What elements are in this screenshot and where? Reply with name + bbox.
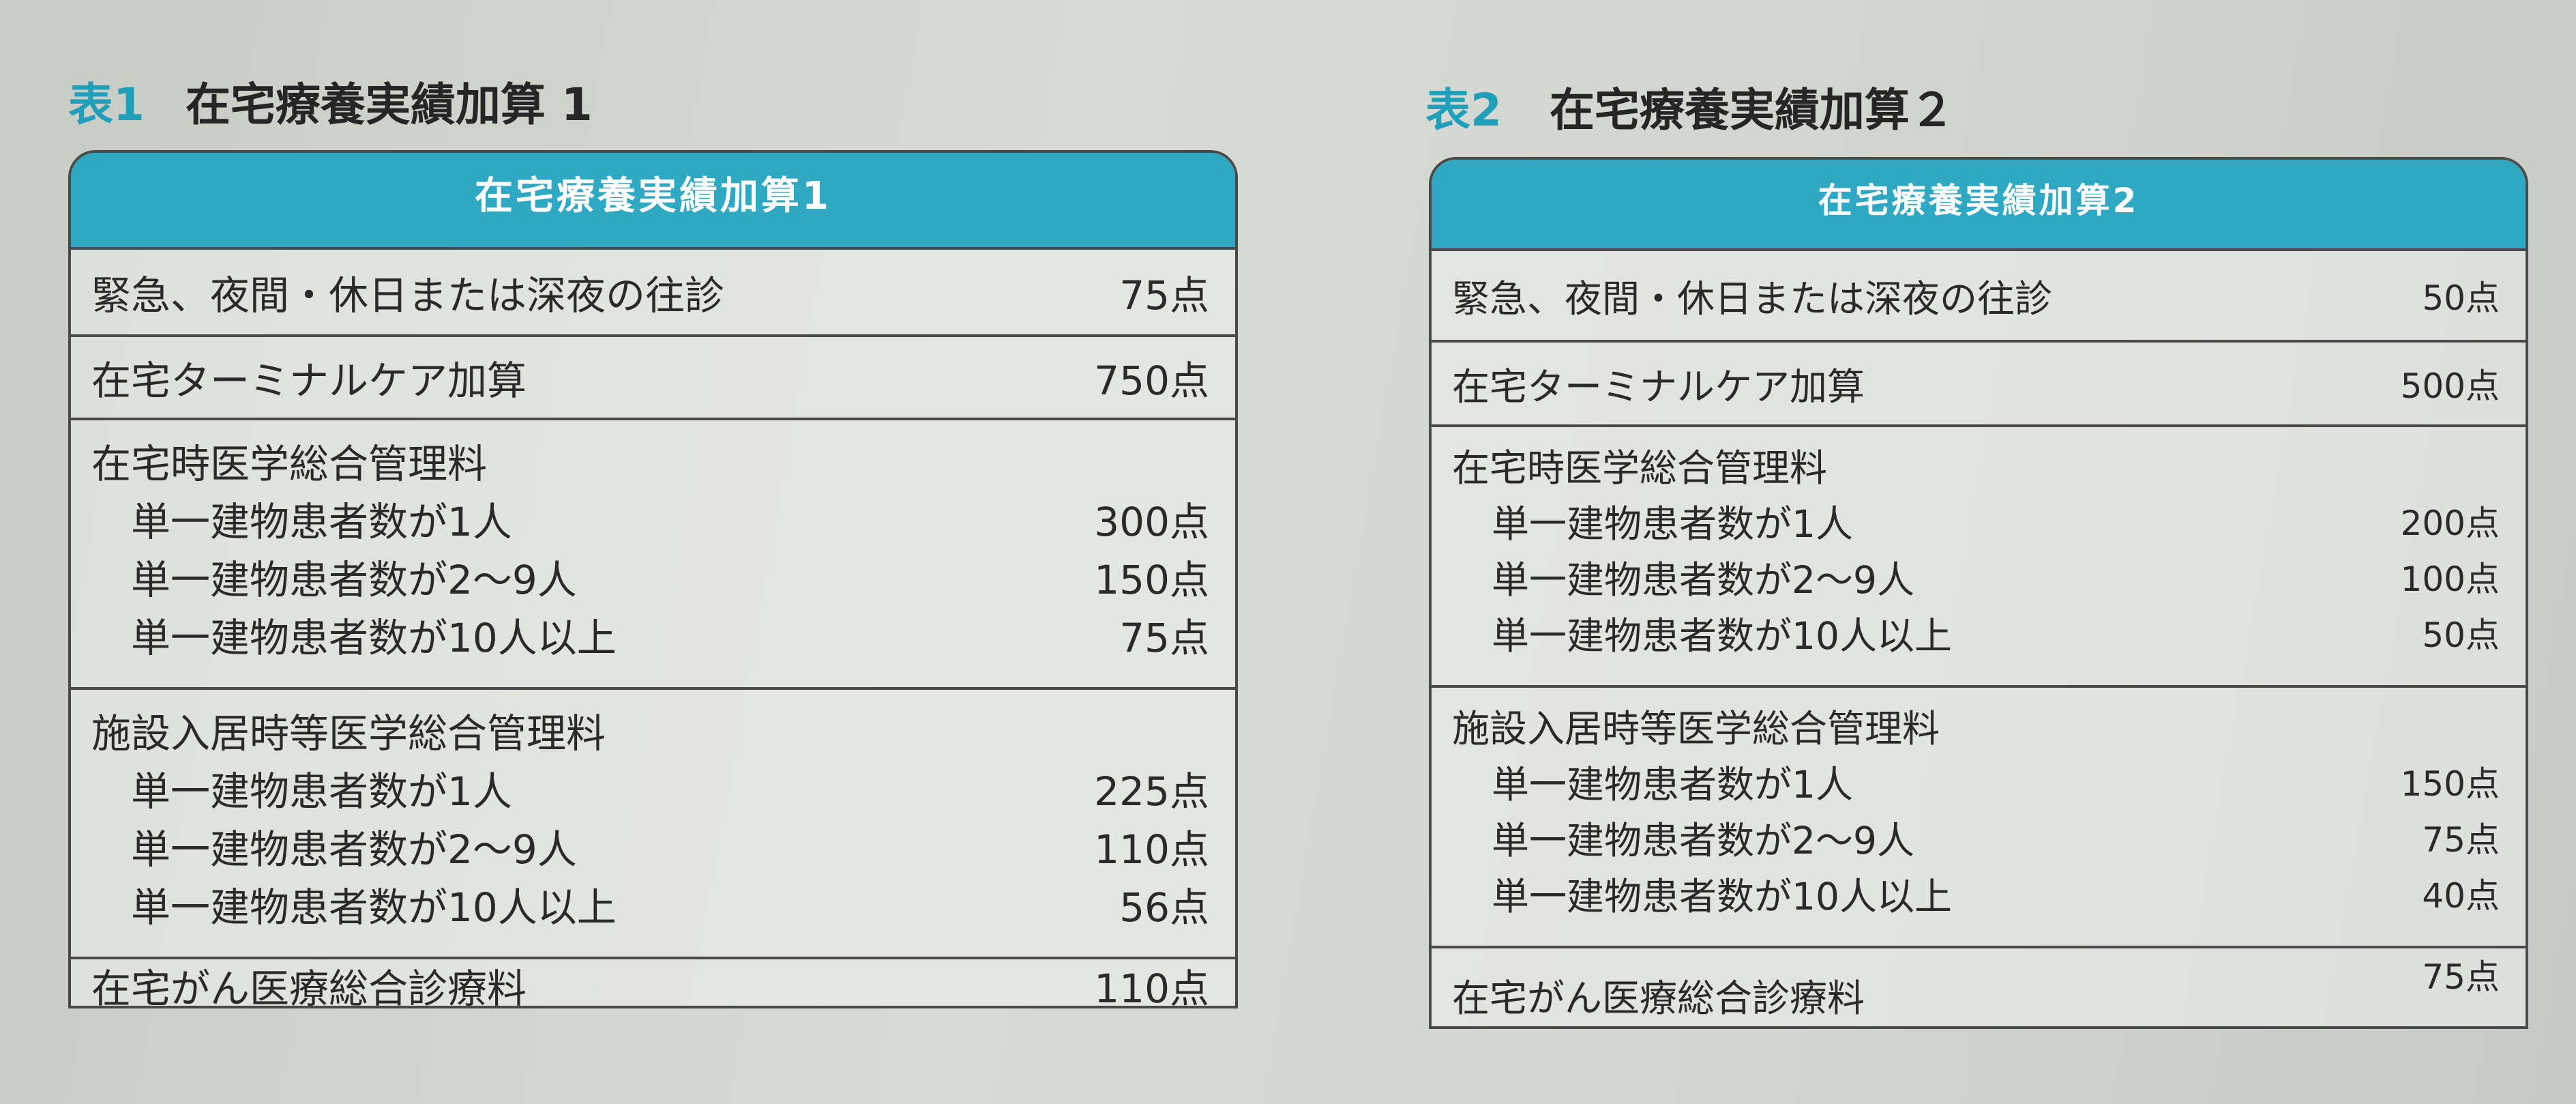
table-row: 単一建物患者数が10人以上 50点: [1452, 605, 2500, 660]
table2: 在宅療養実績加算2 緊急、夜間・休日または深夜の往診 50点 在宅ターミナルケア…: [1429, 157, 2528, 1029]
table-row: 緊急、夜間・休日または深夜の往診 75点: [91, 250, 1209, 334]
row-label: 単一建物患者数が10人以上: [131, 614, 617, 661]
table1: 在宅療養実績加算1 緊急、夜間・休日または深夜の往診 75点 在宅ターミナルケア…: [68, 150, 1238, 1008]
section-label: 在宅時医学総合管理料: [1452, 446, 1828, 490]
row-value: 750点: [1094, 358, 1209, 404]
row-value: 500点: [2400, 366, 2500, 406]
row-value: 75点: [2422, 820, 2500, 860]
table-row: 単一建物患者数が2～9人 150点: [91, 547, 1209, 605]
row-value: 50点: [2422, 615, 2500, 655]
section-label: 施設入居時等医学総合管理料: [1452, 707, 1940, 751]
table-row: 単一建物患者数が10人以上 40点: [1452, 865, 2500, 921]
table2-section-terminal-care: 在宅ターミナルケア加算 500点: [1432, 340, 2526, 424]
row-value: 110点: [1094, 826, 1209, 873]
row-label: 単一建物患者数が1人: [131, 768, 512, 815]
row-value: 56点: [1119, 884, 1209, 931]
table-row: 在宅がん医療総合診療料 110点: [91, 959, 1209, 1008]
row-label: 在宅ターミナルケア加算: [91, 358, 527, 404]
row-label: 単一建物患者数が2～9人: [131, 826, 577, 873]
row-label: 単一建物患者数が1人: [1492, 763, 1853, 807]
section-label: 施設入居時等医学総合管理料: [91, 710, 606, 757]
table-row: 単一建物患者数が2～9人 100点: [1452, 549, 2500, 605]
table2-caption: 表2 在宅療養実績加算２: [1425, 74, 1955, 139]
table-row: 単一建物患者数が1人 150点: [1452, 753, 2500, 809]
row-value: 300点: [1094, 498, 1209, 545]
table-row: 単一建物患者数が2～9人 75点: [1452, 809, 2500, 865]
row-label: 単一建物患者数が10人以上: [1492, 875, 1952, 918]
table-row: 在宅ターミナルケア加算 750点: [91, 337, 1209, 418]
table1-section-terminal-care: 在宅ターミナルケア加算 750点: [71, 334, 1235, 418]
table2-section-home-management: 在宅時医学総合管理料 単一建物患者数が1人 200点 単一建物患者数が2～9人 …: [1432, 424, 2526, 685]
table-row: 在宅がん医療総合診療料: [1452, 948, 2500, 1026]
table-row: 単一建物患者数が1人 225点: [91, 759, 1209, 817]
section-heading: 施設入居時等医学総合管理料: [1452, 697, 2500, 753]
row-label: 在宅がん医療総合診療料: [1452, 976, 1865, 1020]
row-value: 150点: [1094, 556, 1209, 603]
row-label: 単一建物患者数が10人以上: [131, 884, 617, 931]
table1-header: 在宅療養実績加算1: [71, 153, 1235, 247]
table-row: 単一建物患者数が1人 200点: [1452, 493, 2500, 549]
table2-header: 在宅療養実績加算2: [1432, 160, 2526, 248]
table1-caption-number: 表1: [68, 78, 145, 131]
section-heading: 施設入居時等医学総合管理料: [91, 701, 1209, 759]
section-heading: 在宅時医学総合管理料: [1452, 437, 2500, 493]
table-row: 単一建物患者数が10人以上 56点: [91, 875, 1209, 933]
table2-caption-number: 表2: [1425, 84, 1502, 136]
section-label: 在宅時医学総合管理料: [91, 440, 488, 487]
table1-section-home-management: 在宅時医学総合管理料 単一建物患者数が1人 300点 単一建物患者数が2～9人 …: [71, 418, 1235, 687]
row-label: 単一建物患者数が10人以上: [1492, 614, 1952, 658]
table2-section-facility-management: 施設入居時等医学総合管理料 単一建物患者数が1人 150点 単一建物患者数が2～…: [1432, 685, 2526, 946]
row-value: 40点: [2422, 876, 2500, 916]
row-value: 225点: [1094, 768, 1209, 815]
table1-caption-title: 在宅療養実績加算 1: [185, 78, 593, 131]
row-label: 単一建物患者数が2～9人: [1492, 558, 1914, 602]
table2-section-cancer-care: 75点 在宅がん医療総合診療料: [1432, 946, 2526, 1026]
row-label: 在宅がん医療総合診療料: [91, 965, 527, 1008]
table1-section-facility-management: 施設入居時等医学総合管理料 単一建物患者数が1人 225点 単一建物患者数が2～…: [71, 687, 1235, 957]
table2-caption-title: 在宅療養実績加算２: [1549, 84, 1955, 136]
table-row: 単一建物患者数が10人以上 75点: [91, 605, 1209, 663]
section-heading: 在宅時医学総合管理料: [91, 431, 1209, 489]
row-label: 緊急、夜間・休日または深夜の往診: [1452, 277, 2053, 321]
table-row: 単一建物患者数が1人 300点: [91, 489, 1209, 547]
row-value: 75点: [2422, 957, 2500, 997]
row-label: 単一建物患者数が2～9人: [1492, 819, 1914, 862]
table-row: 緊急、夜間・休日または深夜の往診 50点: [1452, 251, 2500, 340]
row-label: 単一建物患者数が1人: [1492, 502, 1853, 546]
row-value: 200点: [2400, 504, 2500, 543]
table1-caption: 表1 在宅療養実績加算 1: [68, 68, 593, 134]
table1-section-emergency: 緊急、夜間・休日または深夜の往診 75点: [71, 247, 1235, 334]
row-value: 75点: [1119, 272, 1209, 319]
row-value: 50点: [2422, 278, 2500, 318]
row-label: 単一建物患者数が1人: [131, 498, 512, 545]
row-label: 単一建物患者数が2～9人: [131, 556, 577, 603]
table1-section-cancer-care: 在宅がん医療総合診療料 110点: [71, 957, 1235, 1008]
row-value: 75点: [1119, 614, 1209, 661]
row-value: 110点: [1094, 965, 1209, 1008]
row-value: 150点: [2400, 764, 2500, 804]
row-value: 100点: [2400, 560, 2500, 599]
row-label: 在宅ターミナルケア加算: [1452, 365, 1865, 409]
table2-section-emergency: 緊急、夜間・休日または深夜の往診 50点: [1432, 248, 2526, 340]
row-label: 緊急、夜間・休日または深夜の往診: [91, 272, 725, 319]
table-row: 単一建物患者数が2～9人 110点: [91, 817, 1209, 875]
table-row: 在宅ターミナルケア加算 500点: [1452, 343, 2500, 424]
